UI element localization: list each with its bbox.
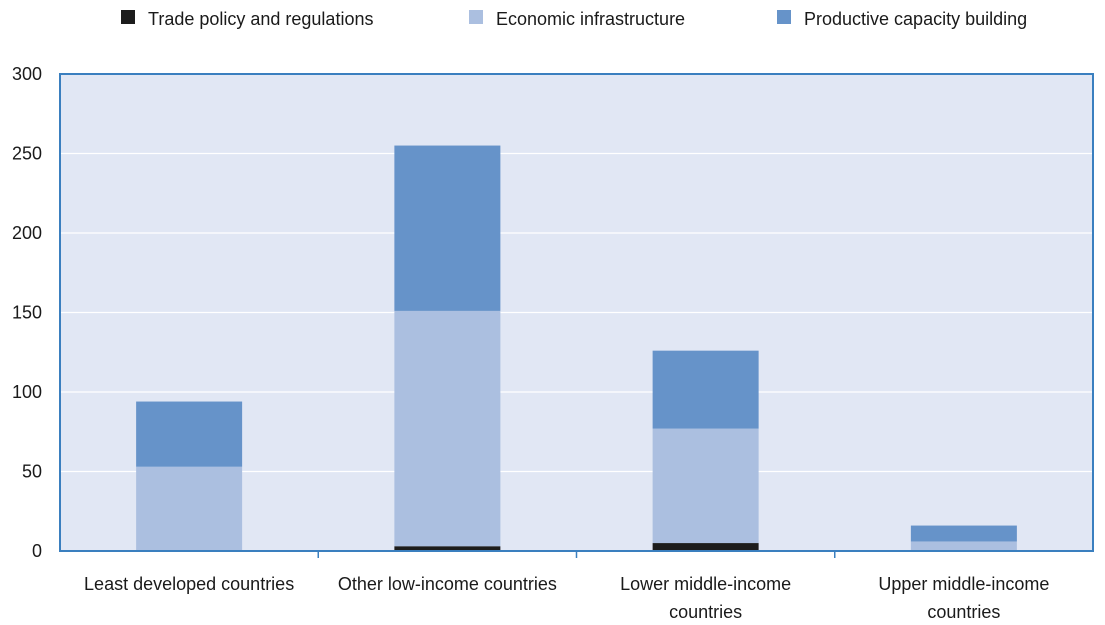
bar-segment — [910, 525, 1017, 542]
bar-segment — [394, 145, 501, 311]
x-category-label: Lower middle-income — [620, 574, 791, 594]
y-tick-label: 50 — [22, 462, 42, 482]
legend-item: Trade policy and regulations — [121, 9, 373, 29]
bar-segment — [136, 401, 243, 467]
y-tick-label: 200 — [12, 223, 42, 243]
legend-item: Economic infrastructure — [469, 9, 685, 29]
bar-segment — [394, 546, 501, 551]
legend-item: Productive capacity building — [777, 9, 1027, 29]
legend-label: Trade policy and regulations — [148, 9, 373, 29]
bar-segment — [652, 350, 759, 429]
legend-swatch — [777, 10, 791, 24]
x-category-label: countries — [927, 602, 1000, 622]
legend-swatch — [121, 10, 135, 24]
y-tick-label: 0 — [32, 541, 42, 561]
bar-segment — [910, 541, 1017, 551]
x-axis: Least developed countries Other low-incom… — [84, 551, 1049, 622]
x-category-label: Least developed countries — [84, 574, 294, 594]
legend: Trade policy and regulations Economic inf… — [121, 9, 1027, 29]
x-category-label: Other low-income countries — [338, 574, 557, 594]
legend-label: Economic infrastructure — [496, 9, 685, 29]
y-tick-label: 150 — [12, 303, 42, 323]
legend-label: Productive capacity building — [804, 9, 1027, 29]
y-axis: 0 50 100 150 200 250 300 — [12, 64, 42, 561]
y-tick-label: 100 — [12, 382, 42, 402]
x-category-label: countries — [669, 602, 742, 622]
legend-swatch — [469, 10, 483, 24]
y-tick-label: 300 — [12, 64, 42, 84]
bar-segment — [136, 466, 243, 551]
y-tick-label: 250 — [12, 144, 42, 164]
bars — [136, 145, 1017, 551]
bar-segment — [394, 310, 501, 547]
x-category-label: Upper middle-income — [878, 574, 1049, 594]
bar-segment — [652, 428, 759, 544]
bar-segment — [652, 543, 759, 551]
